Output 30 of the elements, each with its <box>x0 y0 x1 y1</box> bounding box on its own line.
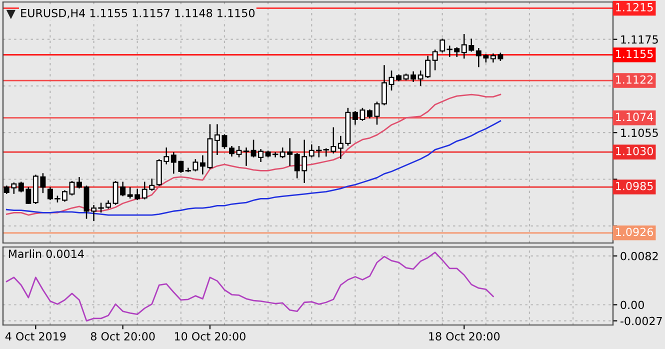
x-tick-label: 4 Oct 2019 <box>5 332 66 341</box>
y-tick-label: 1.1055 <box>621 128 658 137</box>
candlestick <box>374 102 380 125</box>
candlestick <box>382 65 387 106</box>
candlestick <box>69 180 75 196</box>
ref-line-label: 1.0985 <box>616 182 653 190</box>
line-series <box>6 120 502 216</box>
text: EURUSD,H4 1.1155 1.1157 1.1148 1.1150 <box>21 8 255 18</box>
y-tick-label: 1.1175 <box>621 35 658 44</box>
candlestick <box>388 70 394 90</box>
candlestick <box>229 146 234 157</box>
candlestick <box>222 134 228 149</box>
x-tick-label: 10 Oct 20:00 <box>174 332 246 341</box>
ref-line-label: 1.1215 <box>616 3 653 12</box>
candlestick <box>76 177 82 188</box>
y-tick-label: 0.00 <box>620 300 644 310</box>
y-tick-label: -0.0027 <box>620 316 662 326</box>
line-series <box>6 94 502 216</box>
candlestick <box>236 146 242 158</box>
chart-title: Marlin 0.0014 <box>8 249 84 258</box>
ref-line-label: 1.1074 <box>616 112 654 122</box>
ref-line-label: 1.1122 <box>616 75 653 84</box>
ref-line-label: 1.1155 <box>616 50 653 58</box>
x-tick-label: 8 Oct 20:00 <box>90 332 155 341</box>
ref-line-label: 1.1030 <box>616 146 653 156</box>
candlestick <box>214 124 220 155</box>
candlestick <box>243 148 250 166</box>
x-tick-label: 18 Oct 20:00 <box>429 332 500 341</box>
y-tick-label: 0.0082 <box>620 252 658 260</box>
ref-line-label: 1.0926 <box>616 228 654 236</box>
